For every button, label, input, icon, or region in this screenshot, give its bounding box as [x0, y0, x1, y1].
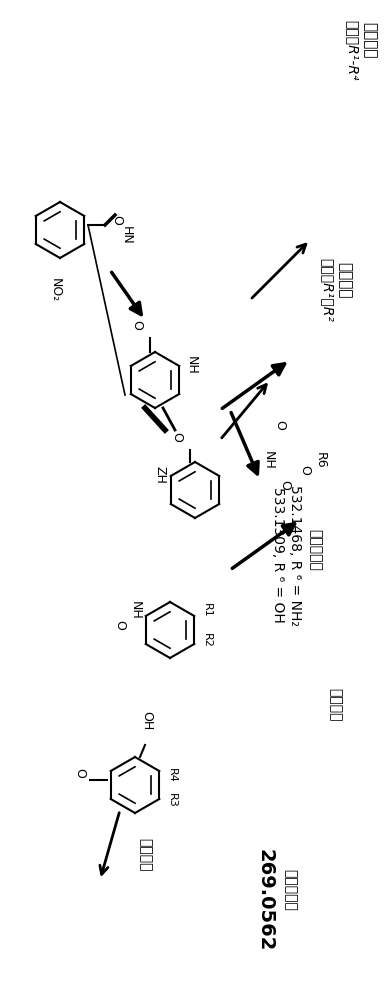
Text: O: O — [298, 465, 312, 475]
Text: 准确质量：: 准确质量： — [283, 869, 297, 911]
Text: O: O — [274, 420, 286, 430]
Text: HN: HN — [120, 226, 133, 244]
Text: ZH: ZH — [154, 466, 166, 484]
Text: NH: NH — [128, 601, 142, 619]
Text: O: O — [279, 480, 291, 490]
Text: 取决于R¹-R⁴: 取决于R¹-R⁴ — [345, 20, 359, 80]
Text: R3: R3 — [167, 793, 177, 807]
Text: O: O — [171, 432, 183, 442]
Text: 准确质量: 准确质量 — [337, 262, 353, 298]
Text: O: O — [130, 320, 144, 330]
Text: NH: NH — [262, 451, 274, 469]
Text: 不可观察: 不可观察 — [328, 688, 342, 722]
Text: NH: NH — [185, 356, 198, 374]
Text: 准确质量：: 准确质量： — [308, 529, 322, 571]
Text: NO₂: NO₂ — [48, 278, 62, 302]
Text: R6: R6 — [313, 452, 327, 468]
Text: 取决于R¹和R²: 取决于R¹和R² — [320, 258, 334, 322]
Text: 532.1468, R ⁶ = NH₂: 532.1468, R ⁶ = NH₂ — [288, 485, 302, 625]
Text: 533.1309, R ⁶ = OH: 533.1309, R ⁶ = OH — [271, 487, 285, 623]
Text: O: O — [110, 215, 123, 225]
Text: R4: R4 — [167, 768, 177, 782]
Text: O: O — [113, 620, 127, 630]
Text: 不可观察: 不可观察 — [138, 838, 152, 872]
Text: 269.0562: 269.0562 — [255, 849, 274, 951]
Text: O: O — [74, 768, 87, 778]
Text: R1: R1 — [202, 603, 212, 617]
Text: R2: R2 — [202, 633, 212, 647]
Text: 准确质量: 准确质量 — [363, 22, 377, 58]
Text: OH: OH — [140, 711, 154, 730]
